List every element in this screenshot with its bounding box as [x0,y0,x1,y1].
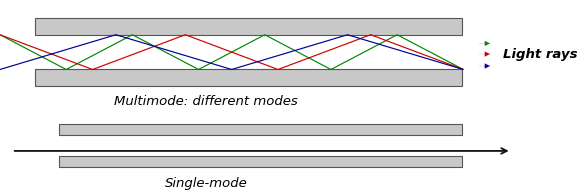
Text: Single-mode: Single-mode [165,177,247,190]
Bar [59,124,462,135]
Text: Multimode: different modes: Multimode: different modes [114,95,298,108]
Bar [35,18,462,35]
Bar [59,156,462,167]
Text: Light rays: Light rays [503,48,577,61]
Bar [35,69,462,86]
